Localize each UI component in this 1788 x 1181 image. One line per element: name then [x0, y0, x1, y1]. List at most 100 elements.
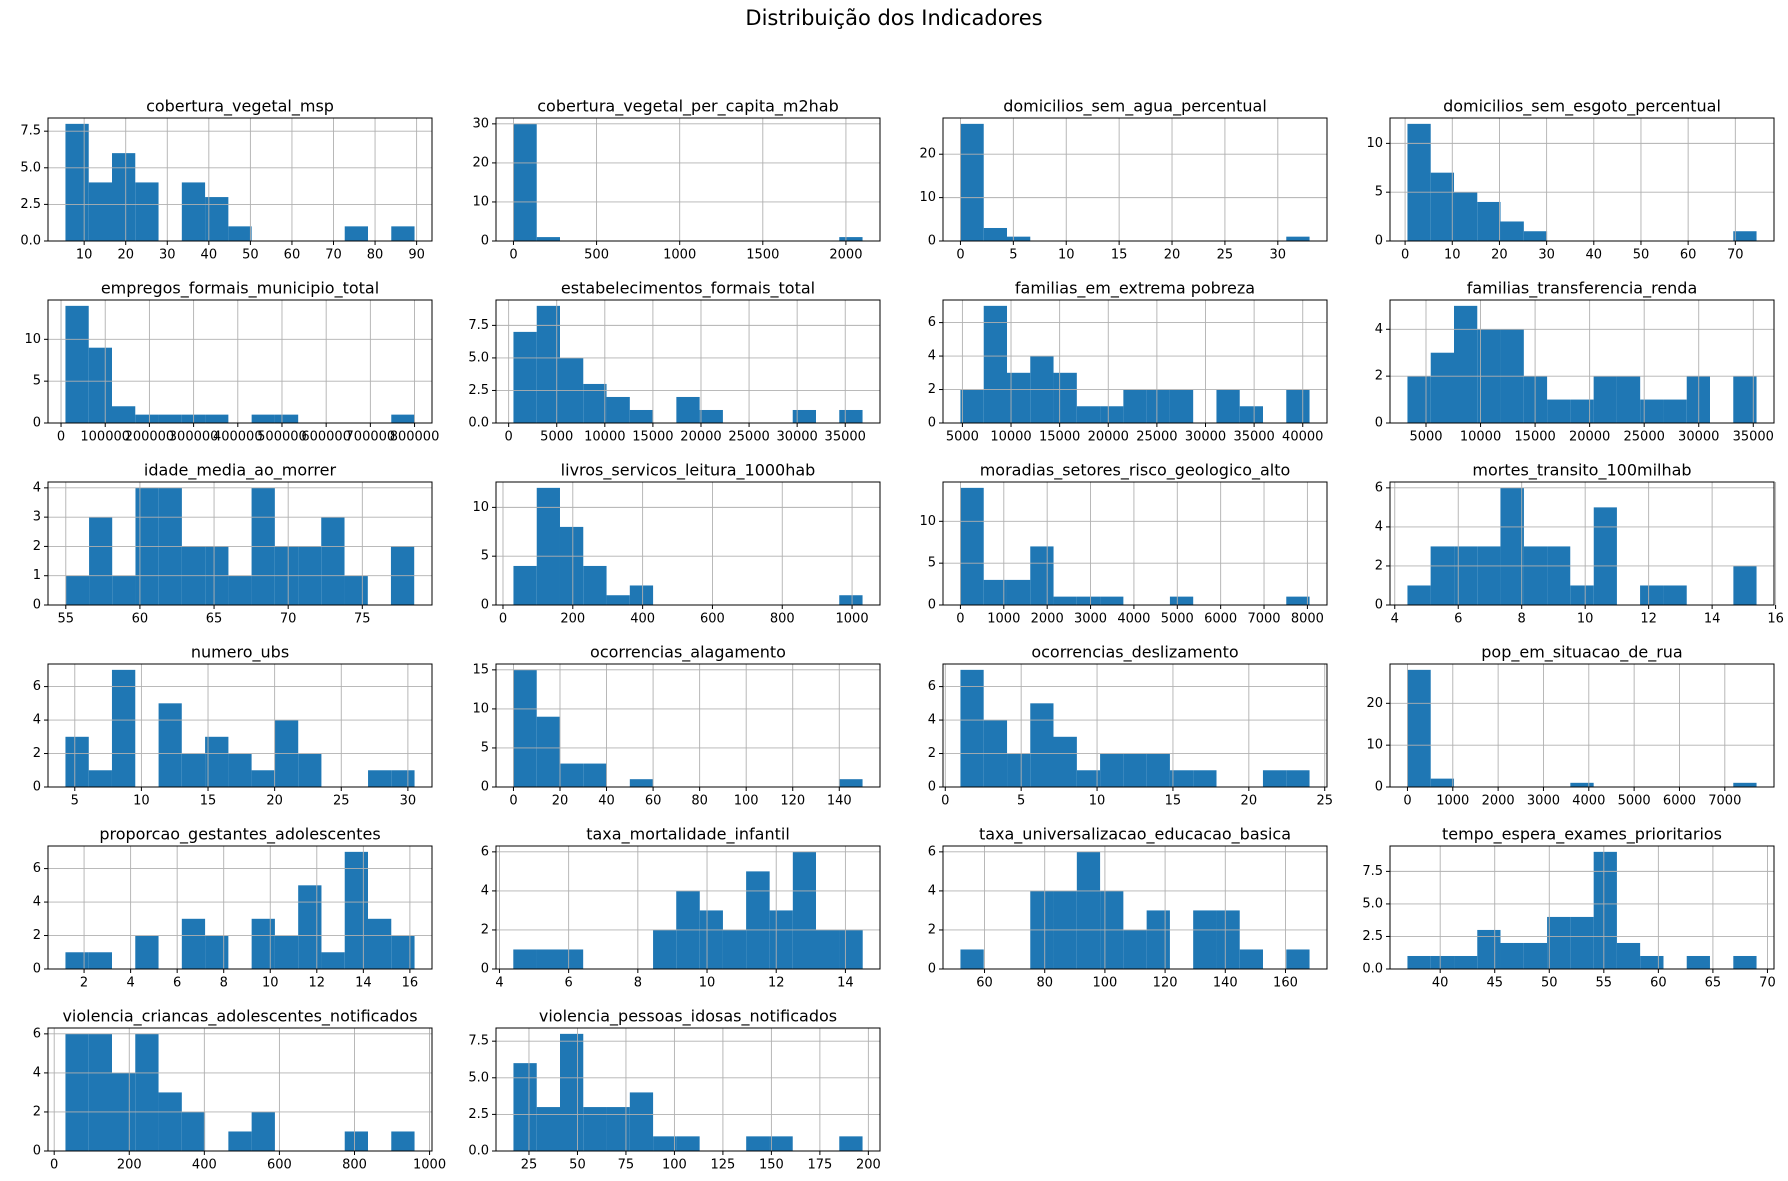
histogram-bar [391, 935, 415, 969]
histogram-bar [1123, 753, 1147, 787]
x-tick-label: 5000 [540, 430, 573, 445]
histogram-bar [1616, 376, 1641, 423]
subplot-title: pop_em_situacao_de_rua [1481, 643, 1682, 663]
histogram-bar [1570, 782, 1594, 787]
x-tick-label: 800000 [390, 430, 440, 445]
subplot-title: familias_em_extrema pobreza [1015, 279, 1255, 299]
x-tick-label: 8 [634, 976, 642, 991]
x-tick-label: 6000 [1663, 794, 1696, 809]
histogram-bar [1477, 546, 1501, 605]
histogram-bar [274, 414, 299, 423]
y-tick-label: 6 [928, 315, 936, 330]
x-tick-label: 20 [117, 248, 134, 263]
histogram-bar [1216, 389, 1240, 423]
histogram-bar [513, 949, 537, 969]
histogram-bar [513, 565, 537, 605]
histogram-bar [1146, 753, 1170, 787]
y-tick-label: 6 [928, 679, 936, 694]
histogram-bar [1007, 753, 1031, 787]
y-tick-label: 20 [472, 155, 489, 170]
x-tick-label: 10 [699, 976, 716, 991]
x-tick-label: 10000 [1460, 430, 1501, 445]
histogram-bar [1547, 916, 1571, 969]
y-tick-label: 0 [481, 598, 489, 613]
x-tick-label: 60 [132, 612, 149, 627]
x-tick-label: 60 [284, 248, 301, 263]
x-tick-label: 800 [342, 1158, 367, 1173]
x-tick-label: 0 [509, 794, 517, 809]
histogram-bar [629, 409, 654, 423]
y-tick-label: 2 [33, 746, 41, 761]
histogram-bar [583, 763, 607, 787]
y-tick-label: 7.5 [468, 1034, 489, 1049]
histogram-bar [1407, 376, 1431, 423]
histogram-bar [960, 669, 984, 787]
y-tick-label: 2.5 [468, 1107, 489, 1122]
histogram-bar [1216, 910, 1240, 969]
histogram-bar [135, 414, 159, 423]
y-tick-label: 4 [481, 883, 489, 898]
histogram-bar [1286, 949, 1310, 969]
histogram-bar [839, 595, 863, 605]
subplot-title: ocorrencias_deslizamento [1031, 643, 1238, 663]
histogram-bar [583, 383, 607, 423]
histogram-bar [1454, 192, 1478, 241]
histogram-bar [1523, 546, 1548, 605]
y-tick-label: 10 [472, 701, 489, 716]
histogram-bar [960, 389, 984, 423]
histogram-bar [676, 1136, 700, 1151]
y-tick-label: 6 [928, 844, 936, 859]
histogram-bar [88, 347, 112, 423]
axes-frame [942, 845, 1328, 970]
x-tick-label: 80 [691, 794, 708, 809]
histogram-bar [746, 1136, 770, 1151]
x-tick-label: 10 [1089, 794, 1106, 809]
histogram-bar [1454, 305, 1478, 423]
histogram-bar [298, 885, 322, 969]
y-tick-label: 5 [481, 549, 489, 564]
histogram-bar [560, 763, 584, 787]
x-tick-label: 4 [1391, 612, 1399, 627]
y-tick-label: 0 [1375, 598, 1383, 613]
histogram-bar [391, 226, 415, 241]
y-tick-label: 0 [481, 234, 489, 249]
subplot-title: proporcao_gestantes_adolescentes [99, 825, 380, 845]
x-tick-label: 8 [220, 976, 228, 991]
x-tick-label: 75 [354, 612, 371, 627]
histogram-bar [298, 753, 322, 787]
histogram-bar [1030, 546, 1054, 605]
x-tick-label: 400 [192, 1158, 217, 1173]
x-tick-label: 55 [58, 612, 75, 627]
histogram-bar [228, 575, 252, 605]
x-tick-label: 10000 [990, 430, 1031, 445]
histogram-bar [1239, 406, 1263, 423]
x-tick-label: 15000 [1039, 430, 1080, 445]
axes-frame [1389, 299, 1775, 424]
y-tick-label: 5 [928, 556, 936, 571]
axes-frame [495, 1027, 881, 1152]
histogram-bar [251, 1111, 275, 1151]
histogram-bar [960, 487, 984, 605]
x-tick-label: 0 [499, 612, 507, 627]
y-tick-label: 2 [1375, 369, 1383, 384]
histogram-bar [344, 575, 368, 605]
y-tick-label: 2 [33, 539, 41, 554]
histogram-bar [1640, 399, 1664, 423]
histogram-bar [135, 935, 159, 969]
histogram-bar [1733, 955, 1757, 969]
x-tick-label: 35000 [1233, 430, 1274, 445]
x-tick-label: 20000 [1569, 430, 1610, 445]
x-tick-label: 200 [856, 1158, 881, 1173]
histogram-bar [88, 1033, 112, 1151]
x-tick-label: 20000 [1088, 430, 1129, 445]
axes-frame [47, 845, 433, 970]
x-tick-label: 100000 [80, 430, 130, 445]
histogram-bar [274, 935, 299, 969]
x-tick-label: 14 [355, 976, 372, 991]
x-tick-label: 120 [1153, 976, 1178, 991]
x-tick-label: 4 [126, 976, 134, 991]
y-tick-label: 0 [1375, 780, 1383, 795]
histogram-bar [65, 123, 89, 241]
y-tick-label: 4 [928, 349, 936, 364]
y-tick-label: 2 [928, 382, 936, 397]
